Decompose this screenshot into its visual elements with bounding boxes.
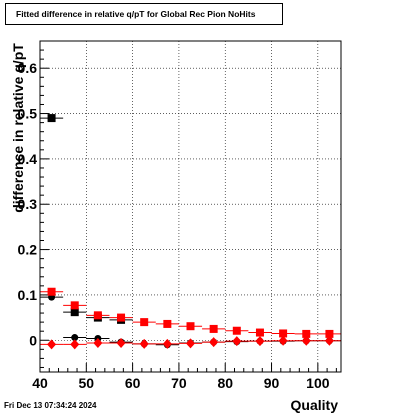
series-2-point-8 — [232, 326, 241, 335]
series-2-point-1 — [70, 301, 79, 310]
series-3-point-0 — [47, 339, 57, 350]
x-tick-label-3: 70 — [171, 375, 187, 391]
series-2-point-12 — [325, 329, 334, 338]
x-axis-label: Quality — [290, 397, 338, 413]
y-tick-label-5: 0.5 — [18, 106, 38, 122]
series-2-point-6 — [186, 322, 195, 331]
series-2-point-11 — [302, 329, 311, 338]
x-tick-label-5: 90 — [264, 375, 280, 391]
series-2-point-7 — [209, 324, 218, 333]
series-3-point-4 — [139, 338, 149, 349]
series-2-point-5 — [163, 319, 172, 328]
series-0-point-0 — [47, 114, 56, 123]
y-tick-label-2: 0.2 — [18, 242, 38, 258]
y-tick-label-3: 0.3 — [18, 196, 38, 212]
y-tick-label-0: 0 — [29, 332, 37, 348]
series-3-point-3 — [116, 337, 126, 348]
series-3-point-6 — [186, 338, 195, 349]
chart-title: Fitted difference in relative q/pT for G… — [5, 3, 283, 25]
x-tick-label-0: 40 — [32, 375, 48, 391]
series-2-point-9 — [255, 328, 264, 337]
x-tick-label-2: 60 — [125, 375, 141, 391]
series-3-point-7 — [209, 337, 219, 348]
series-3-point-9 — [255, 336, 265, 347]
series-2-point-0 — [47, 287, 56, 296]
series-1-point-1 — [71, 334, 79, 342]
series-3-point-1 — [70, 339, 80, 350]
series-3-point-2 — [93, 337, 103, 348]
plot-frame — [39, 40, 342, 373]
series-3-point-10 — [278, 335, 288, 346]
series-3-point-8 — [232, 336, 242, 347]
x-tick-label-4: 80 — [217, 375, 233, 391]
series-2-point-10 — [279, 329, 288, 338]
series-2-point-3 — [117, 313, 126, 322]
series-0-point-1 — [70, 308, 79, 317]
series-3-point-12 — [324, 335, 334, 346]
series-3-point-11 — [301, 335, 311, 346]
y-tick-label-6: 0.6 — [18, 60, 38, 76]
series-2-point-4 — [140, 318, 149, 327]
plot-frame-fill — [40, 41, 341, 372]
y-tick-label-4: 0.4 — [18, 151, 38, 167]
x-tick-label-1: 50 — [79, 375, 95, 391]
series-2-point-2 — [93, 311, 102, 320]
y-tick-label-1: 0.1 — [18, 287, 38, 303]
series-3-point-5 — [162, 338, 172, 349]
datestamp: Fri Dec 13 07:34:24 2024 — [4, 401, 97, 410]
y-axis-label: difference in relative q/pT — [10, 43, 26, 213]
x-tick-label-6: 100 — [306, 375, 330, 391]
